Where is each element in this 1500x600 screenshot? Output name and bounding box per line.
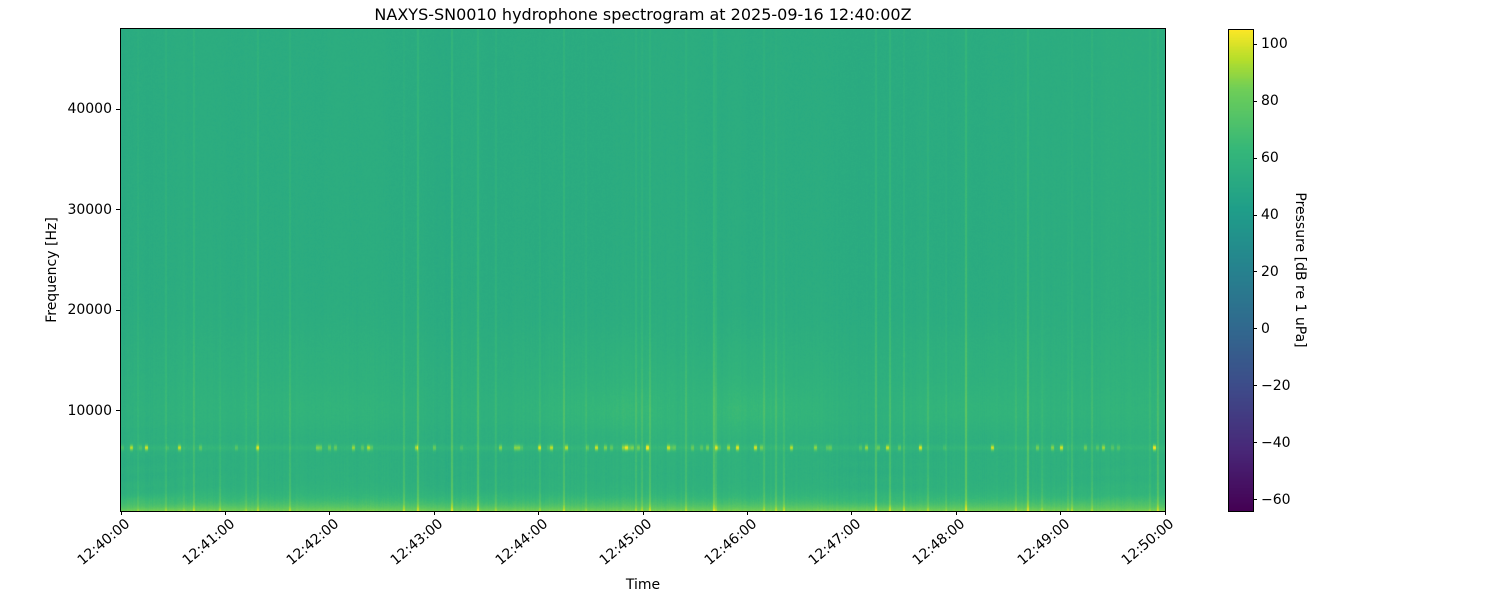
colorbar-tick-mark: [1253, 157, 1257, 159]
y-tick-label: 20000: [67, 302, 112, 319]
colorbar-tick-label: 60: [1261, 150, 1279, 167]
y-tick-mark: [116, 108, 120, 110]
y-tick-mark: [116, 410, 120, 412]
x-tick-mark: [1060, 511, 1062, 515]
x-tick-label: 12:40:00: [74, 516, 134, 569]
colorbar-tick-mark: [1253, 214, 1257, 216]
colorbar-tick-mark: [1253, 328, 1257, 330]
x-tick-mark: [120, 511, 122, 515]
colorbar: [1228, 29, 1254, 512]
colorbar-tick-label: 40: [1261, 207, 1279, 223]
colorbar-tick-mark: [1253, 271, 1257, 273]
x-tick-label: 12:42:00: [283, 516, 343, 569]
y-axis-label: Frequency [Hz]: [44, 217, 60, 323]
x-tick-label: 12:45:00: [596, 516, 656, 569]
y-tick-label: 10000: [67, 402, 112, 419]
x-tick-label: 12:50:00: [1118, 516, 1178, 569]
colorbar-tick-mark: [1253, 442, 1257, 444]
colorbar-label: Pressure [dB re 1 uPa]: [1292, 192, 1308, 348]
y-tick-label: 40000: [67, 101, 112, 118]
x-tick-label: 12:44:00: [492, 516, 551, 569]
colorbar-tick-mark: [1253, 100, 1257, 102]
spectrogram-image: [121, 29, 1165, 511]
x-tick-mark: [746, 511, 748, 515]
colorbar-tick-label: 80: [1261, 93, 1279, 110]
x-tick-label: 12:46:00: [701, 516, 760, 569]
x-tick-mark: [955, 511, 957, 515]
x-axis-label: Time: [625, 577, 661, 593]
colorbar-tick-label: 20: [1261, 263, 1279, 280]
x-tick-label: 12:48:00: [910, 516, 969, 569]
colorbar-tick-mark: [1253, 499, 1257, 501]
colorbar-tick-label: −20: [1261, 377, 1291, 394]
colorbar-tick-label: 100: [1261, 36, 1288, 53]
colorbar-tick-mark: [1253, 385, 1257, 387]
y-tick-mark: [116, 209, 120, 211]
colorbar-gradient: [1229, 30, 1253, 511]
x-tick-mark: [538, 511, 540, 515]
x-tick-mark: [329, 511, 331, 515]
colorbar-tick-mark: [1253, 43, 1257, 45]
y-tick-label: 30000: [67, 201, 112, 218]
y-tick-mark: [116, 309, 120, 311]
colorbar-tick-label: 0: [1261, 320, 1270, 337]
colorbar-tick-label: −60: [1261, 491, 1291, 508]
x-tick-label: 12:49:00: [1014, 516, 1073, 569]
spectrogram-axes: [120, 28, 1166, 512]
x-tick-label: 12:47:00: [805, 516, 865, 569]
x-tick-label: 12:43:00: [388, 516, 447, 569]
colorbar-tick-label: −40: [1261, 434, 1291, 451]
x-tick-label: 12:41:00: [179, 516, 238, 569]
x-tick-mark: [1164, 511, 1166, 515]
x-tick-mark: [224, 511, 226, 515]
x-tick-mark: [851, 511, 853, 515]
x-tick-mark: [433, 511, 435, 515]
x-tick-mark: [642, 511, 644, 515]
figure-title: NAXYS-SN0010 hydrophone spectrogram at 2…: [374, 5, 912, 24]
